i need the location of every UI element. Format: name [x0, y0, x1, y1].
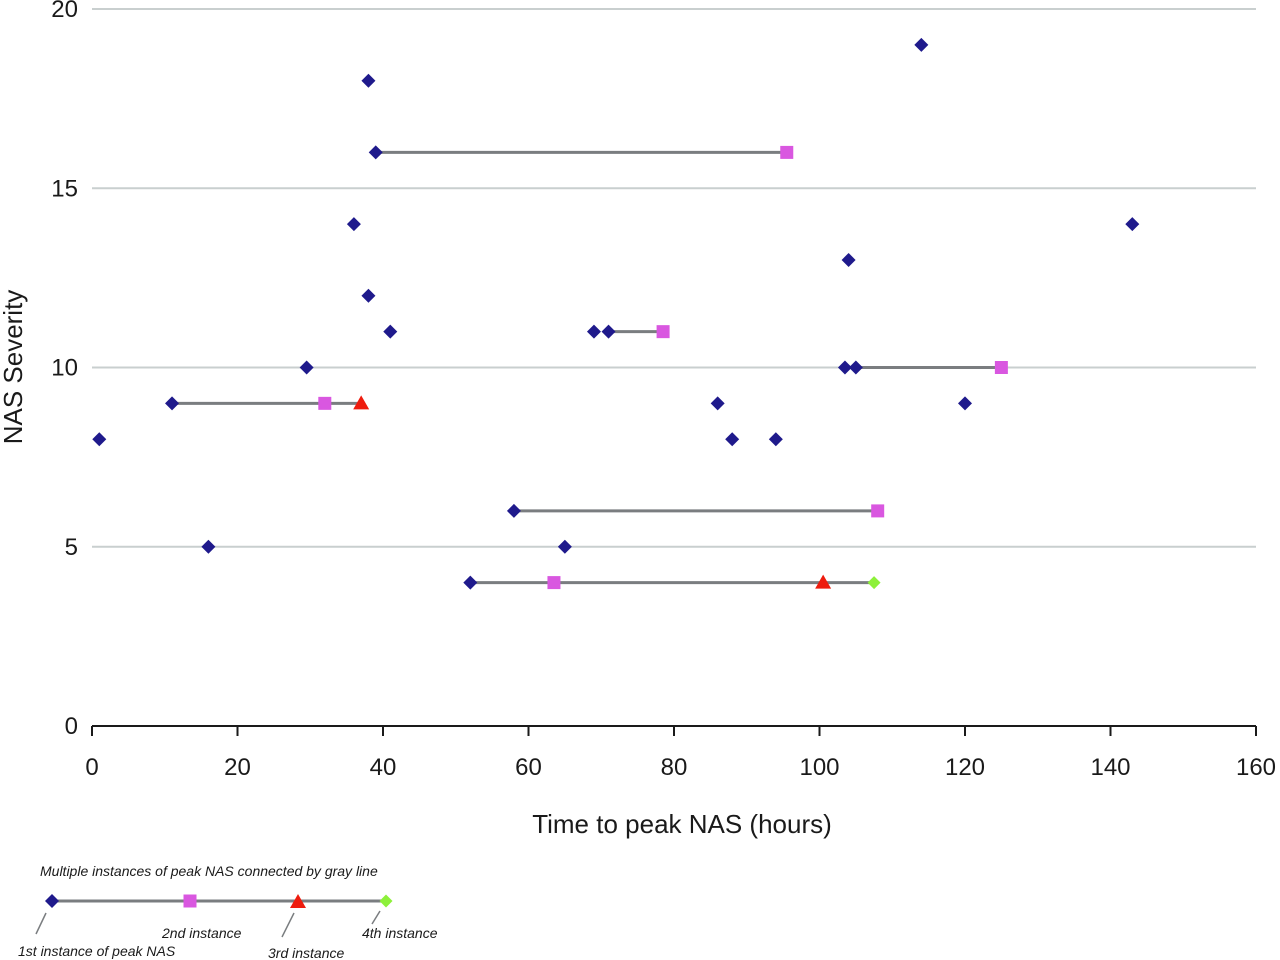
data-point-first-instance [841, 252, 856, 267]
x-axis-title: Time to peak NAS (hours) [532, 809, 832, 839]
data-point-third-instance [353, 395, 370, 410]
y-tick-label: 20 [51, 0, 78, 23]
data-point-first-instance [710, 396, 725, 411]
data-point-second-instance [547, 576, 561, 590]
data-point-first-instance [837, 360, 852, 375]
data-point-first-instance [165, 396, 180, 411]
data-point-second-instance [871, 504, 885, 518]
data-points [92, 37, 1140, 590]
data-point-first-instance [361, 288, 376, 303]
legend-marker-2nd-instance [183, 894, 197, 908]
data-point-first-instance [725, 432, 740, 447]
data-point-second-instance [780, 145, 794, 159]
data-point-first-instance [848, 360, 863, 375]
data-point-first-instance [586, 324, 601, 339]
y-axis-ticks: 0 5 10 15 20 [51, 0, 78, 740]
data-point-first-instance [506, 503, 521, 518]
y-axis-title: NAS Severity [0, 290, 28, 445]
x-tick-label: 40 [370, 754, 397, 781]
data-point-first-instance [1125, 217, 1140, 232]
legend-marker-3rd-instance [290, 894, 306, 908]
y-tick-label: 5 [65, 534, 78, 561]
x-tick-label: 0 [85, 754, 98, 781]
legend-label-4th-instance: 4th instance [362, 925, 438, 941]
x-tick-label: 60 [515, 754, 542, 781]
x-tick-label: 80 [661, 754, 688, 781]
legend-label-3rd-instance: 3rd instance [268, 945, 344, 960]
x-tick-label: 100 [799, 754, 839, 781]
data-point-first-instance [92, 432, 107, 447]
x-tick-label: 140 [1090, 754, 1130, 781]
x-axis-ticks: 0 20 40 60 80 100 120 140 160 [85, 726, 1276, 781]
data-point-second-instance [656, 325, 670, 339]
legend: Multiple instances of peak NAS connected… [18, 863, 438, 960]
data-point-first-instance [914, 37, 929, 52]
y-tick-label: 10 [51, 355, 78, 382]
data-point-first-instance [601, 324, 616, 339]
legend-pointer-4 [371, 910, 381, 925]
gridlines [92, 8, 1256, 548]
data-point-first-instance [768, 432, 783, 447]
x-tick-label: 120 [945, 754, 985, 781]
data-point-first-instance [201, 539, 216, 554]
legend-title: Multiple instances of peak NAS connected… [40, 863, 378, 879]
data-point-third-instance [815, 574, 832, 589]
data-point-first-instance [463, 575, 478, 590]
x-tick-label: 20 [224, 754, 251, 781]
data-point-first-instance [346, 217, 361, 232]
y-tick-label: 15 [51, 175, 78, 202]
legend-marker-4th-instance [379, 894, 393, 908]
data-point-second-instance [994, 361, 1008, 374]
legend-marker-1st-instance [45, 894, 59, 908]
data-point-fourth-instance [867, 576, 881, 590]
data-point-first-instance [361, 73, 376, 88]
y-tick-label: 0 [65, 713, 78, 740]
x-tick-label: 160 [1236, 754, 1276, 781]
legend-label-2nd-instance: 2nd instance [161, 925, 242, 941]
data-point-first-instance [299, 360, 314, 375]
legend-pointer-3 [281, 912, 295, 938]
legend-label-1st-instance: 1st instance of peak NAS [18, 943, 176, 959]
data-point-first-instance [557, 539, 572, 554]
data-point-second-instance [318, 396, 332, 410]
connector-lines [172, 150, 1002, 585]
data-point-first-instance [383, 324, 398, 339]
legend-markers [45, 894, 393, 908]
legend-pointer-1 [35, 912, 47, 935]
data-point-first-instance [368, 145, 383, 160]
data-point-first-instance [958, 396, 972, 411]
